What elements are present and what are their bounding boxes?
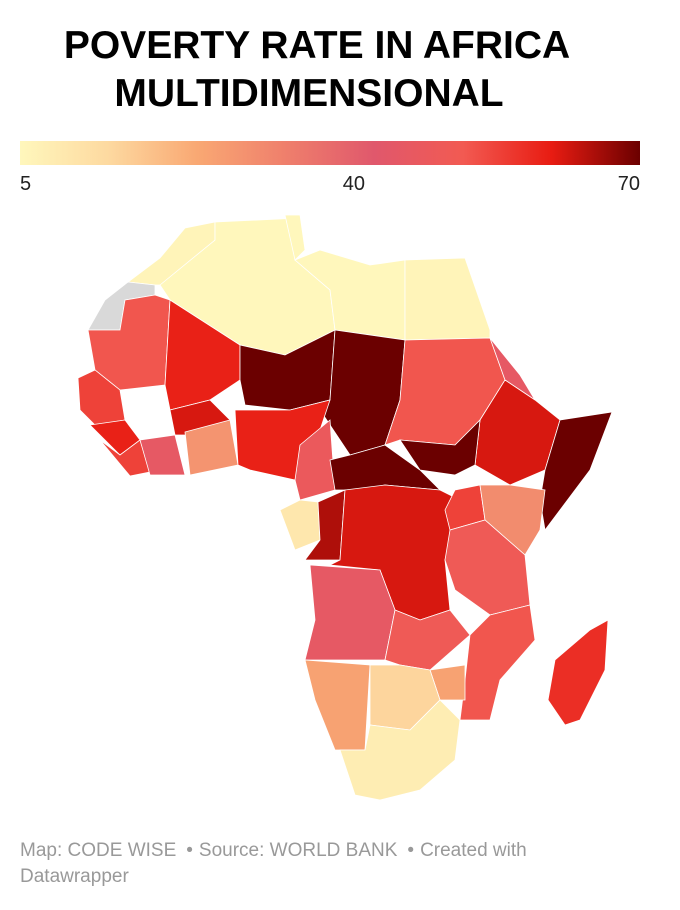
region <box>139 434 186 476</box>
title-line: POVERTY RATE IN AFRICA <box>63 24 571 67</box>
region <box>304 659 371 751</box>
credits: Map: CODE WISESource: WORLD BANKCreated … <box>20 838 620 890</box>
region <box>404 257 491 341</box>
region <box>384 609 471 671</box>
region <box>284 214 306 261</box>
title-line: MULTIDIMENSIONAL <box>114 72 504 115</box>
region <box>279 499 321 551</box>
region <box>304 489 346 561</box>
region <box>547 619 609 726</box>
credit: Source: WORLD BANK <box>176 840 397 861</box>
color-legend <box>20 141 640 165</box>
map: 5 40 70 <box>20 141 640 801</box>
credit: Map: CODE WISE <box>20 840 177 861</box>
region <box>294 419 336 501</box>
region <box>304 564 396 661</box>
legend-tick-label: 40 <box>343 173 365 195</box>
legend-tick-label: 5 <box>20 173 31 195</box>
legend-tick-label: 70 <box>618 173 640 195</box>
region <box>339 699 461 801</box>
region <box>459 604 536 721</box>
